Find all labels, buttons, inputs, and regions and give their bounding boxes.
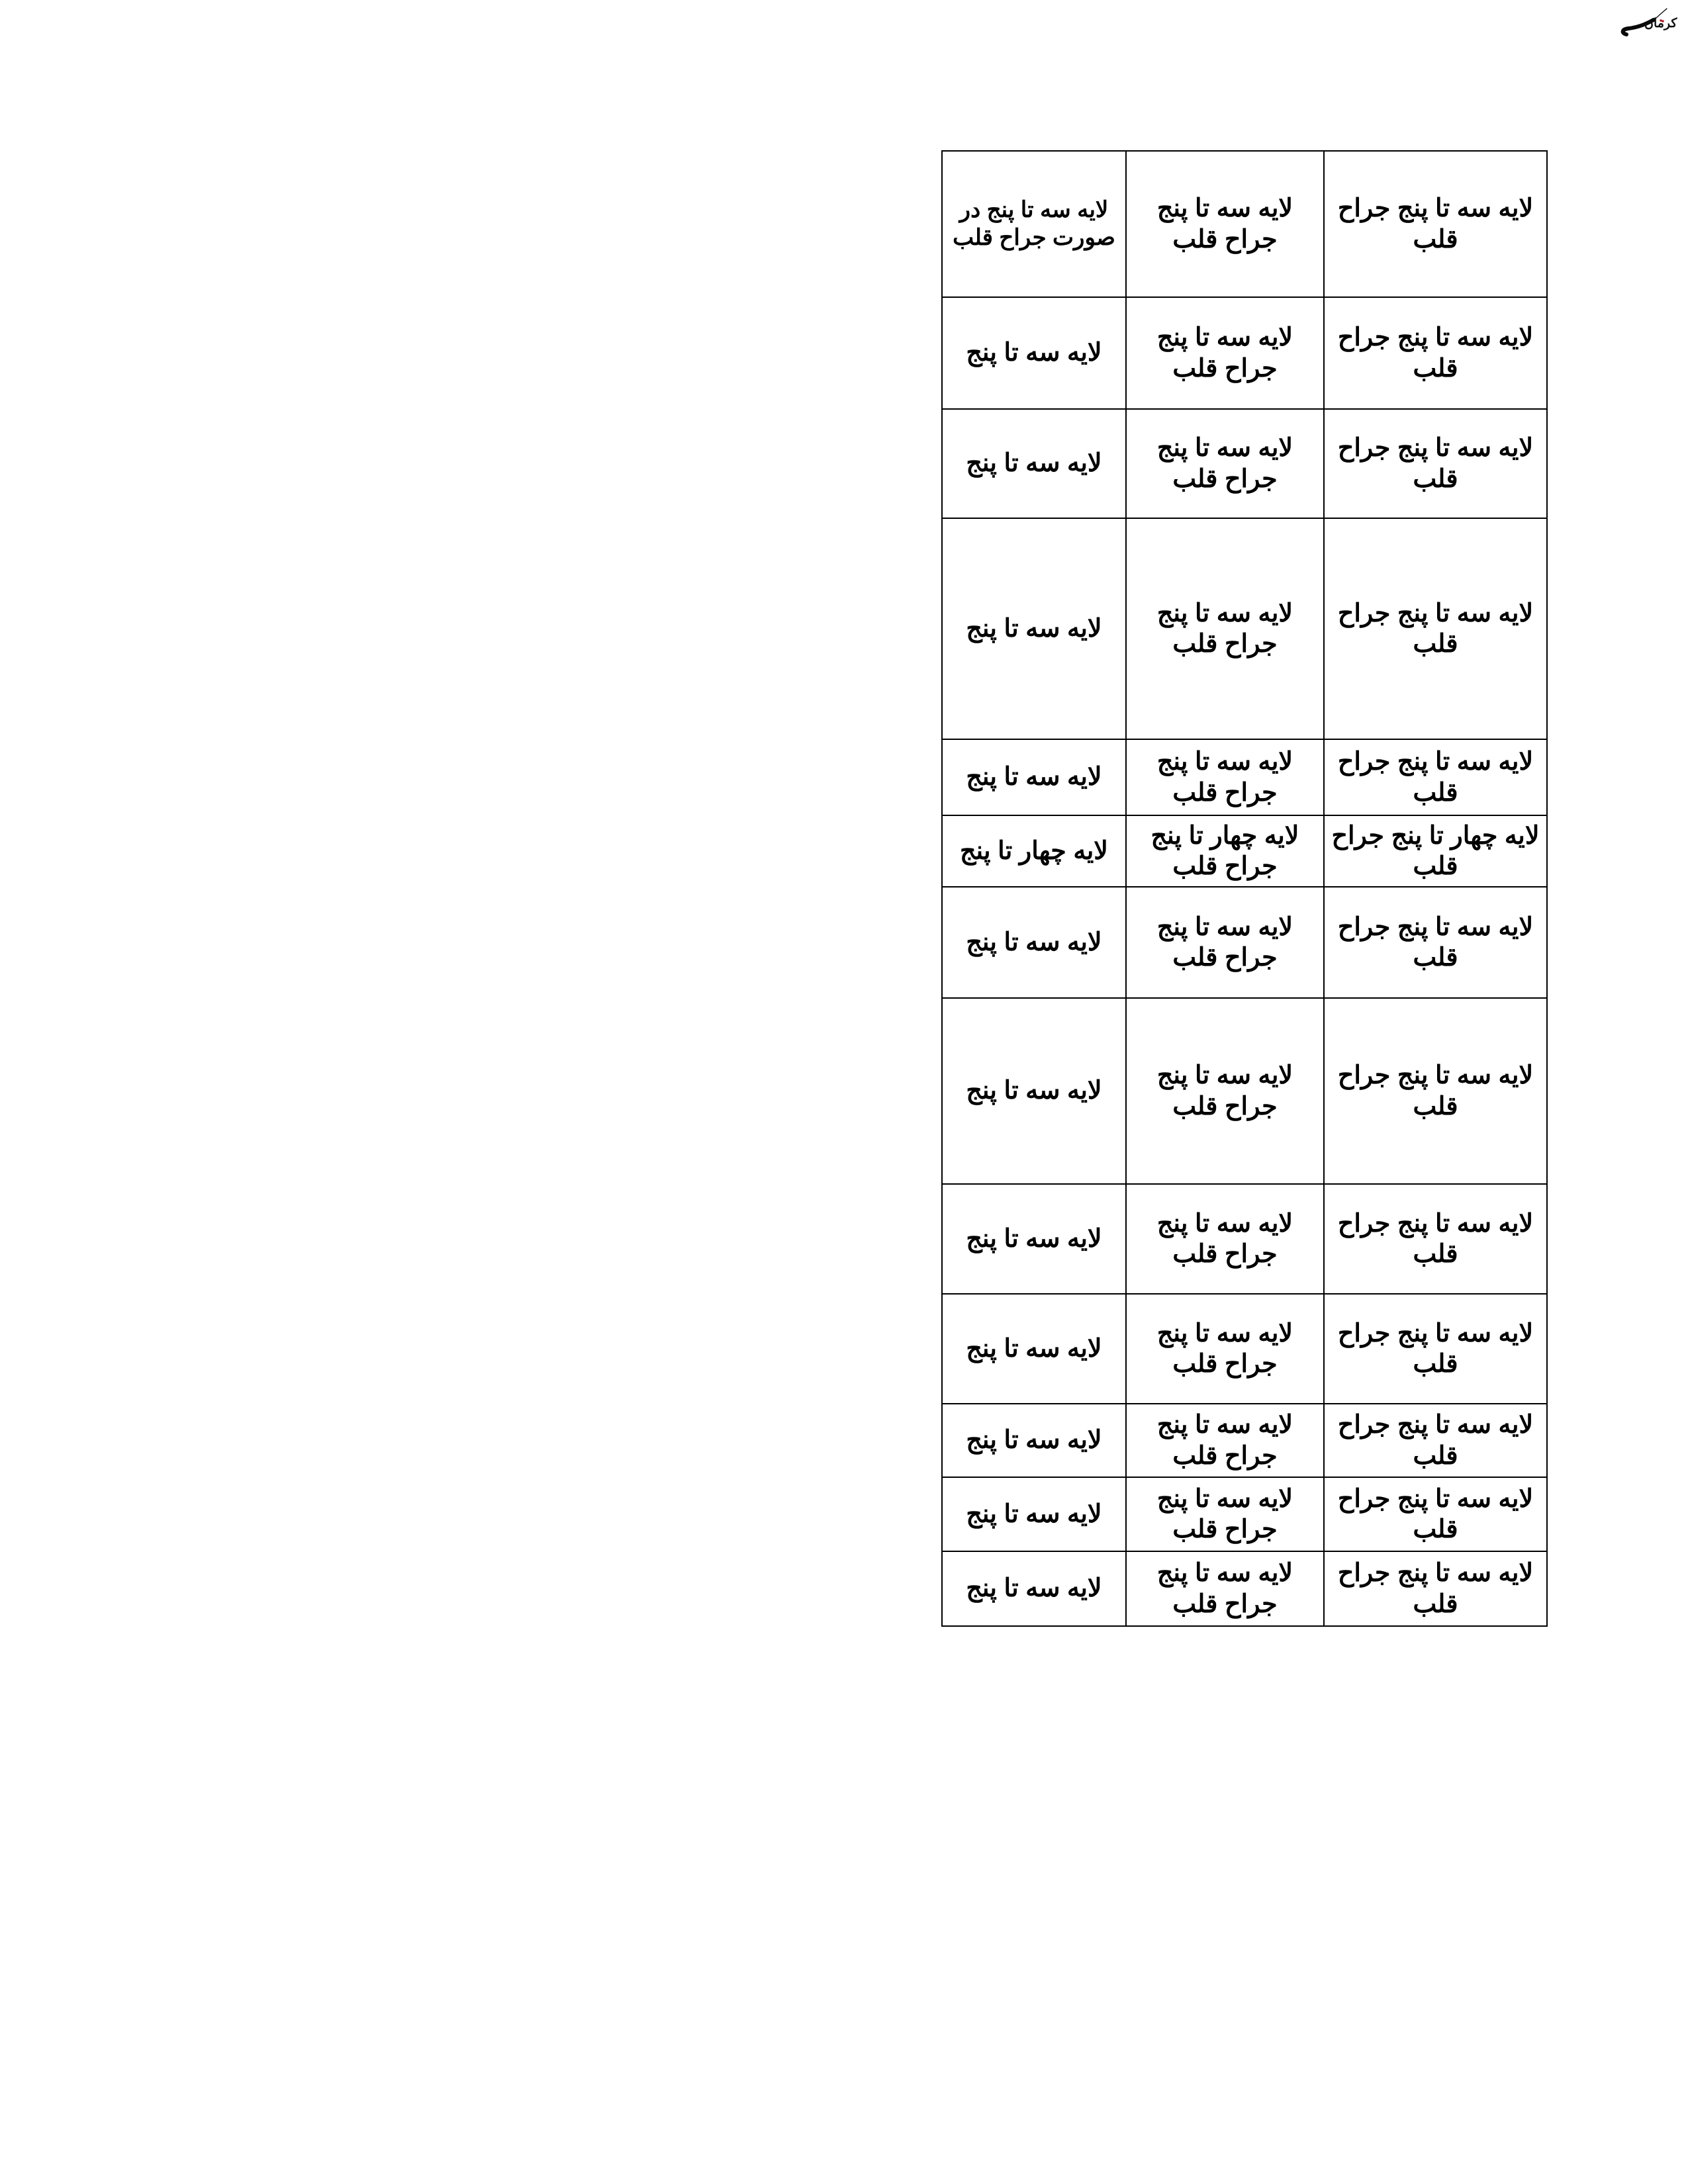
svg-text:کرمان: کرمان — [1644, 17, 1677, 30]
